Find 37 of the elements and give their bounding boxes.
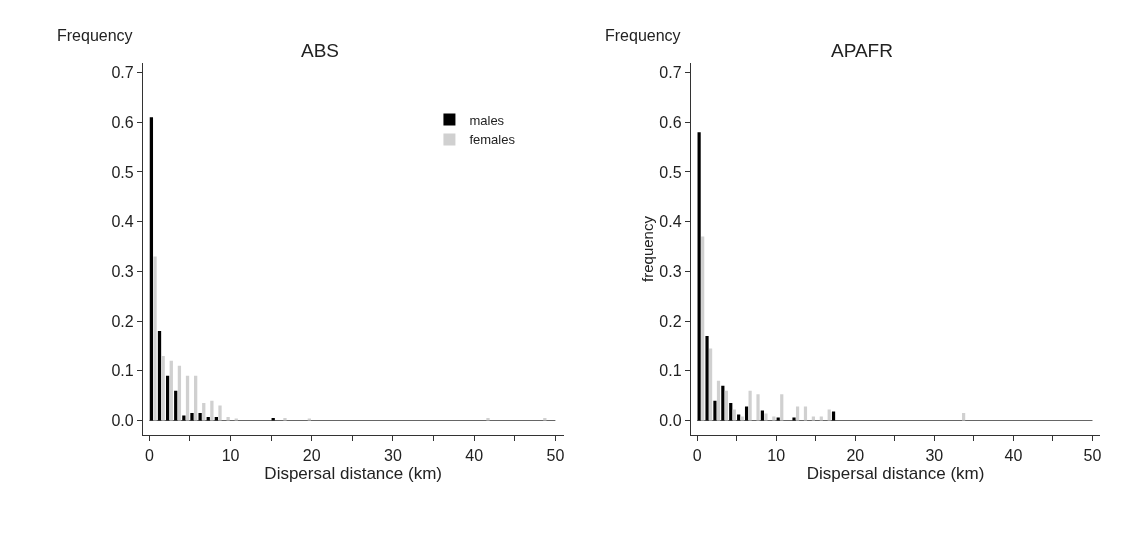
y-tick-label: 0.6	[659, 113, 682, 131]
y-tick-label: 0.0	[111, 412, 134, 430]
x-tick-label: 50	[1083, 446, 1102, 464]
y-tick-label: 0.4	[659, 213, 682, 231]
x-tick-label: 40	[1004, 446, 1023, 464]
x-tick-label: 50	[546, 446, 565, 464]
y-tick-label: 0.5	[111, 163, 134, 181]
x-tick-label: 0	[692, 446, 702, 464]
y-tick-label: 0.3	[659, 262, 682, 280]
y-tick-label: 0.2	[111, 312, 134, 330]
y-tick-label: 0.0	[659, 412, 682, 430]
x-tick-label: 30	[384, 446, 402, 464]
y-tick-label: 0.1	[111, 362, 134, 380]
x-tick-label: 0	[144, 446, 154, 464]
y-tick-label: 0.2	[659, 312, 682, 330]
y-tick-label: 0.7	[111, 64, 134, 82]
text: Frequency	[605, 27, 681, 44]
legend-label: males	[469, 112, 505, 128]
chart-title: ABS	[301, 40, 340, 61]
chart-title: APAFR	[831, 40, 893, 61]
text: Frequency	[57, 27, 133, 44]
y-tick-label: 0.3	[111, 262, 134, 280]
y-tick-label: 0.5	[659, 163, 682, 181]
x-tick-label: 10	[767, 446, 786, 464]
x-tick-label: 20	[846, 446, 865, 464]
x-tick-label: 40	[465, 446, 484, 464]
x-axis-title: Dispersal distance (km)	[264, 463, 442, 483]
x-tick-label: 20	[302, 446, 321, 464]
y-tick-label: 0.7	[659, 64, 682, 82]
y-tick-label: 0.1	[659, 362, 682, 380]
x-tick-label: 30	[925, 446, 944, 464]
x-axis-title: Dispersal distance (km)	[806, 463, 985, 483]
y-axis-title: frequency	[638, 215, 656, 282]
legend-label: females	[469, 132, 516, 148]
y-tick-label: 0.6	[111, 113, 134, 131]
y-tick-label: 0.4	[111, 213, 134, 231]
x-tick-label: 10	[221, 446, 240, 464]
